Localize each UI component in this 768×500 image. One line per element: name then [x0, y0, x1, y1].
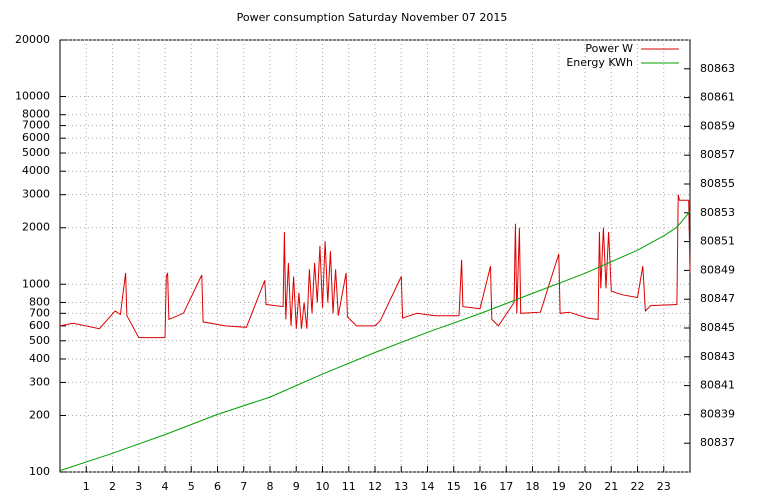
- x-tick-label: 2: [109, 480, 116, 493]
- y-tick-label: 7000: [22, 119, 50, 132]
- x-tick-label: 22: [631, 480, 645, 493]
- y-tick-label: 800: [29, 295, 50, 308]
- y2-tick-label: 80861: [700, 91, 735, 104]
- y2-tick-label: 80851: [700, 235, 735, 248]
- x-tick-label: 23: [657, 480, 671, 493]
- x-tick-label: 9: [293, 480, 300, 493]
- chart-title: Power consumption Saturday November 07 2…: [237, 11, 508, 24]
- y2-tick-label: 80853: [700, 206, 735, 219]
- y-tick-label: 5000: [22, 146, 50, 159]
- x-tick-label: 13: [394, 480, 408, 493]
- x-tick-label: 1: [83, 480, 90, 493]
- y2-tick-label: 80855: [700, 177, 735, 190]
- y-tick-label: 10000: [15, 90, 50, 103]
- x-tick-label: 4: [162, 480, 169, 493]
- x-tick-label: 20: [578, 480, 592, 493]
- y-tick-label: 20000: [15, 33, 50, 46]
- y2-tick-label: 80837: [700, 436, 735, 449]
- y-tick-label: 200: [29, 408, 50, 421]
- x-tick-label: 18: [526, 480, 540, 493]
- x-tick-label: 14: [421, 480, 435, 493]
- x-tick-label: 15: [447, 480, 461, 493]
- legend-label: Power W: [585, 42, 633, 55]
- y-tick-label: 300: [29, 375, 50, 388]
- x-tick-label: 16: [473, 480, 487, 493]
- x-tick-label: 12: [368, 480, 382, 493]
- y2-tick-label: 80847: [700, 292, 735, 305]
- y2-tick-label: 80843: [700, 350, 735, 363]
- legend-label: Energy KWh: [566, 56, 633, 69]
- y-tick-label: 400: [29, 352, 50, 365]
- series-line: [59, 194, 691, 339]
- x-tick-label: 7: [240, 480, 247, 493]
- x-tick-label: 6: [214, 480, 221, 493]
- x-tick-label: 11: [342, 480, 356, 493]
- y2-tick-label: 80849: [700, 263, 735, 276]
- x-tick-label: 3: [135, 480, 142, 493]
- y-tick-label: 1000: [22, 277, 50, 290]
- y2-tick-label: 80859: [700, 119, 735, 132]
- x-tick-label: 8: [267, 480, 274, 493]
- y2-tick-label: 80863: [700, 62, 735, 75]
- y-tick-label: 4000: [22, 164, 50, 177]
- y2-tick-label: 80839: [700, 407, 735, 420]
- series-line: [59, 211, 691, 472]
- y-tick-label: 3000: [22, 188, 50, 201]
- y-tick-label: 6000: [22, 131, 50, 144]
- y-tick-label: 600: [29, 319, 50, 332]
- x-tick-label: 19: [552, 480, 566, 493]
- x-tick-label: 21: [604, 480, 618, 493]
- y2-tick-label: 80857: [700, 148, 735, 161]
- y2-tick-label: 80845: [700, 321, 735, 334]
- y-tick-label: 700: [29, 306, 50, 319]
- y-tick-label: 2000: [22, 221, 50, 234]
- y-tick-label: 500: [29, 334, 50, 347]
- y-tick-label: 100: [29, 465, 50, 478]
- y-tick-label: 8000: [22, 108, 50, 121]
- x-tick-label: 17: [499, 480, 513, 493]
- x-tick-label: 10: [316, 480, 330, 493]
- y2-tick-label: 80841: [700, 379, 735, 392]
- x-tick-label: 5: [188, 480, 195, 493]
